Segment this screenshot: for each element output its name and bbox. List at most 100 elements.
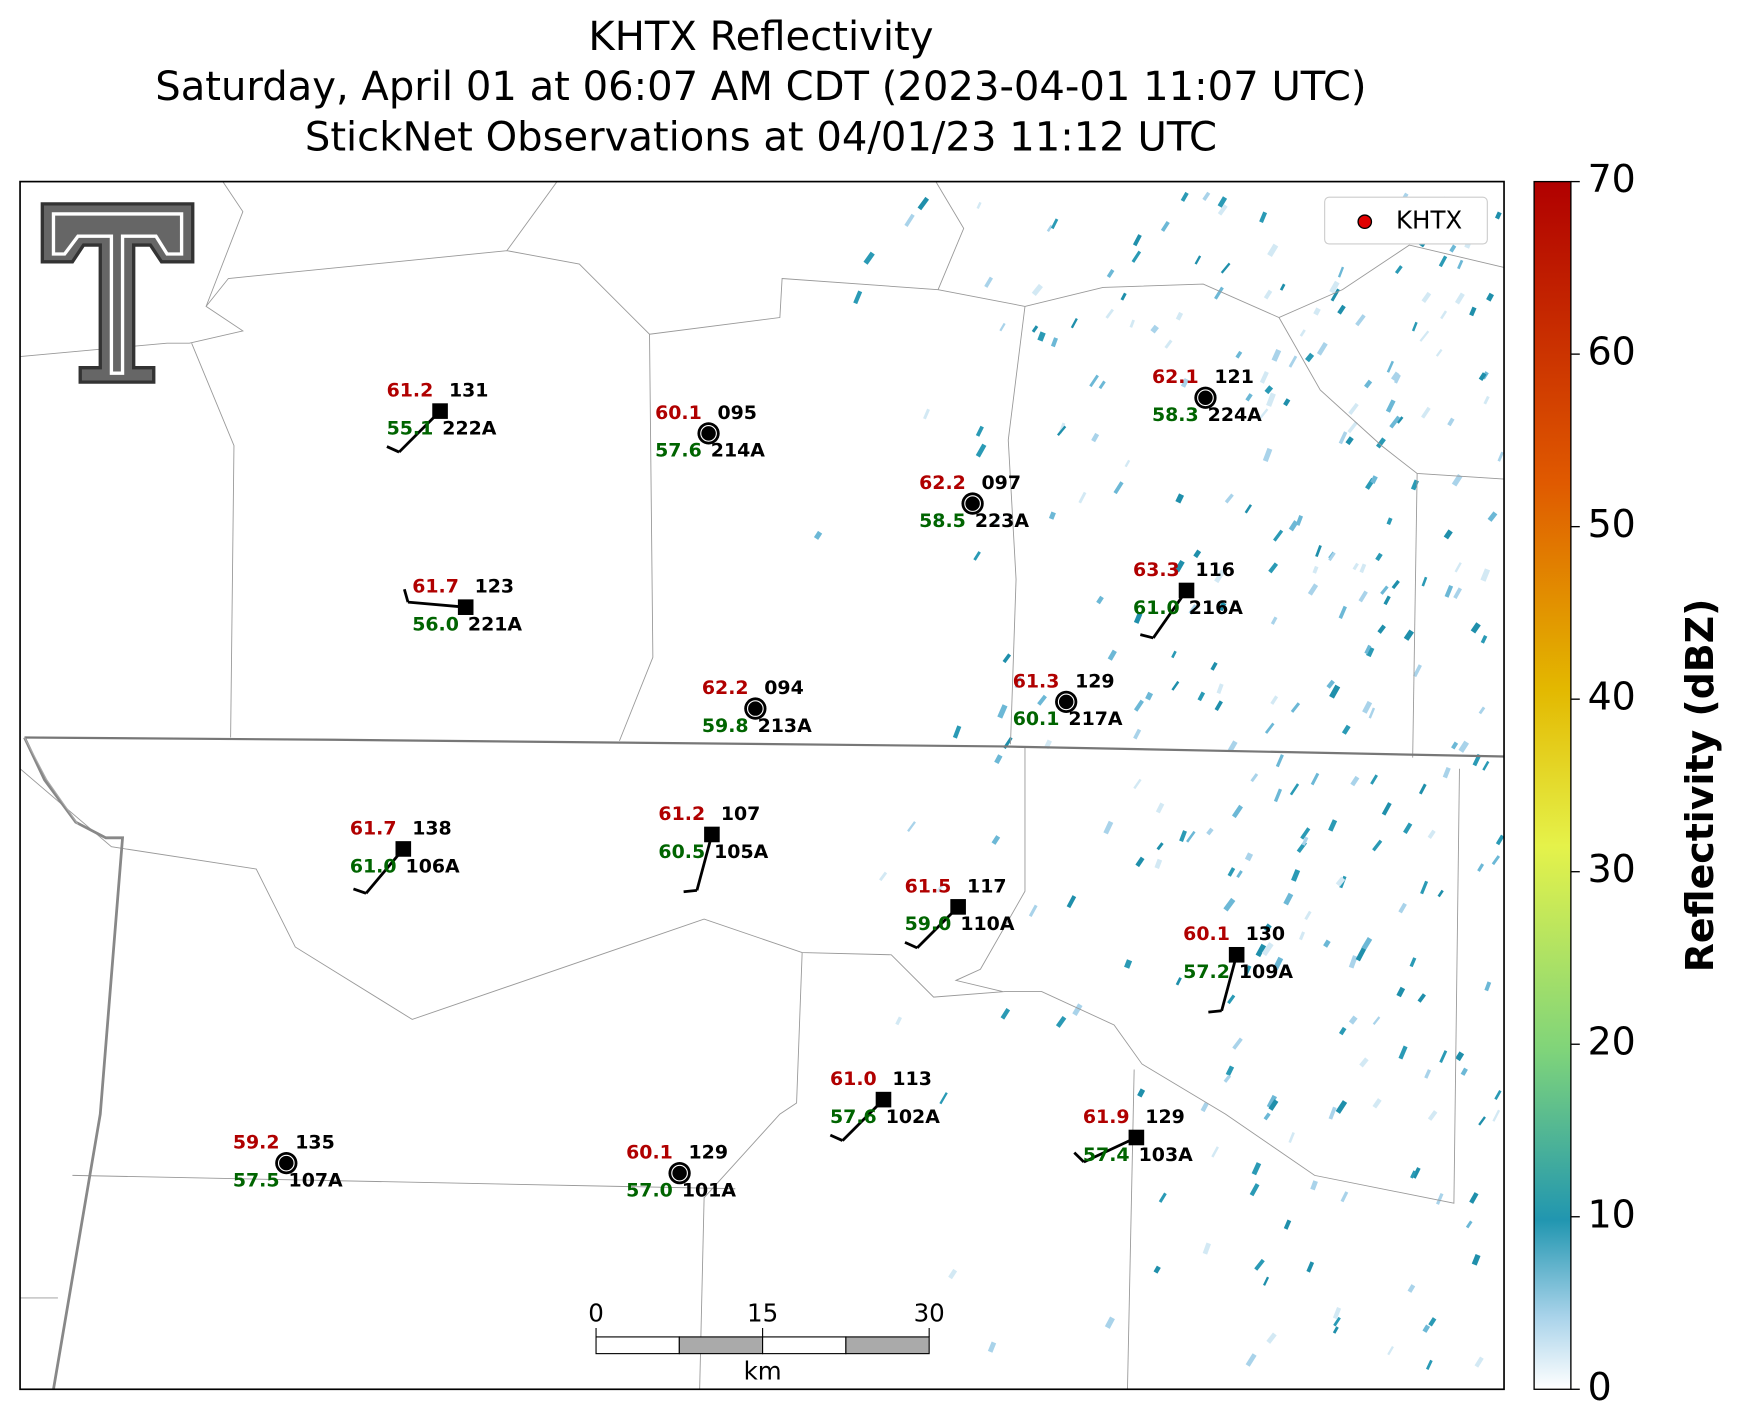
echo <box>923 408 930 420</box>
wind-barb-flag <box>683 889 698 894</box>
station-id: 110A <box>960 913 1014 935</box>
echo <box>1377 624 1386 634</box>
echo <box>1289 783 1300 796</box>
echo <box>1451 741 1459 750</box>
echo <box>1160 221 1170 232</box>
echo <box>1227 867 1236 877</box>
colorbar-tick-label: 60 <box>1588 330 1636 374</box>
station: 61.2 131 55.1 222A <box>386 380 497 454</box>
echo <box>1454 562 1462 573</box>
echo <box>1323 939 1331 948</box>
echo <box>1328 551 1336 562</box>
echo <box>1050 337 1058 348</box>
echo <box>1338 1026 1347 1036</box>
echo <box>1264 722 1275 734</box>
echo <box>1484 981 1492 992</box>
echo <box>1477 863 1485 872</box>
echo <box>1332 1307 1342 1320</box>
echo <box>1312 565 1319 574</box>
temperature: 62.2 <box>702 677 749 699</box>
echo <box>1425 1359 1433 1370</box>
calm-ring <box>1197 389 1214 407</box>
echo <box>939 1092 948 1105</box>
echo <box>1387 1345 1394 1356</box>
echo <box>1216 683 1224 694</box>
station-id: 216A <box>1189 597 1243 619</box>
echo <box>1480 635 1488 644</box>
echo <box>1417 993 1426 1003</box>
echo <box>879 871 888 882</box>
dewpoint: 61.0 <box>350 855 397 877</box>
echo <box>1105 308 1114 319</box>
dewpoint: 57.2 <box>1183 961 1230 983</box>
title-line: KHTX Reflectivity <box>588 14 933 60</box>
echo <box>1471 1253 1481 1266</box>
station: 61.3 129 60.1 217A <box>1013 670 1123 730</box>
echo <box>1421 576 1428 587</box>
scale-segment <box>595 1336 680 1355</box>
echo <box>1211 1146 1219 1158</box>
station-code: 097 <box>982 472 1022 494</box>
echo <box>1345 436 1354 446</box>
echo <box>1491 855 1501 866</box>
station: 61.7 123 56.0 221A <box>403 576 522 636</box>
wind-barb-flag <box>904 941 918 950</box>
logo <box>40 202 195 384</box>
echo <box>1107 649 1117 661</box>
temperature: 61.7 <box>412 576 459 598</box>
echo <box>973 551 981 561</box>
echo <box>1337 266 1345 278</box>
echo <box>1263 923 1272 932</box>
station-code: 095 <box>717 402 757 424</box>
echo <box>1268 1099 1279 1111</box>
echo <box>1180 378 1189 388</box>
title-line: Saturday, April 01 at 06:07 AM CDT (2023… <box>155 64 1366 110</box>
echo <box>1478 1116 1486 1126</box>
echo <box>936 882 946 893</box>
echo <box>975 443 987 458</box>
echo <box>1275 754 1284 768</box>
echo <box>1255 943 1267 958</box>
echo <box>1154 858 1163 869</box>
wind-barb-flag <box>386 445 400 454</box>
scale-segment <box>762 1336 847 1355</box>
echo <box>952 725 962 739</box>
echo <box>917 196 930 211</box>
echo <box>1370 475 1378 484</box>
echo <box>1290 702 1301 713</box>
echo <box>1206 827 1214 836</box>
echo <box>1300 827 1311 840</box>
echo <box>1359 563 1367 574</box>
echo <box>1350 775 1360 787</box>
echo <box>1375 437 1386 449</box>
station-id: 224A <box>1208 404 1262 426</box>
echo <box>1295 515 1304 526</box>
echo <box>1301 836 1309 846</box>
echo <box>935 513 945 524</box>
echo <box>1372 1098 1382 1109</box>
echo <box>1155 802 1165 814</box>
station-id: 214A <box>711 440 765 462</box>
calm-ring <box>964 495 981 512</box>
echo <box>1310 772 1320 786</box>
colorbar-tick-label: 70 <box>1588 157 1636 201</box>
echo <box>1329 280 1340 294</box>
echo <box>1383 595 1391 606</box>
echo <box>1470 622 1481 634</box>
echo <box>1263 289 1273 300</box>
scale-bar: 0 15 30 km <box>588 1299 945 1386</box>
echo <box>1098 380 1106 390</box>
echo <box>1124 959 1133 969</box>
echo <box>907 821 916 833</box>
echo <box>1436 1193 1444 1205</box>
echo <box>1153 1265 1161 1274</box>
station-marker <box>1178 582 1195 599</box>
echo <box>1031 283 1043 296</box>
echo <box>1455 1051 1465 1062</box>
echo <box>1315 545 1322 558</box>
station: 62.1 121 58.3 224A <box>1152 366 1262 426</box>
echo <box>1362 700 1373 714</box>
echo <box>1244 852 1254 862</box>
temperature: 61.2 <box>387 380 434 402</box>
legend-marker <box>1357 214 1373 230</box>
